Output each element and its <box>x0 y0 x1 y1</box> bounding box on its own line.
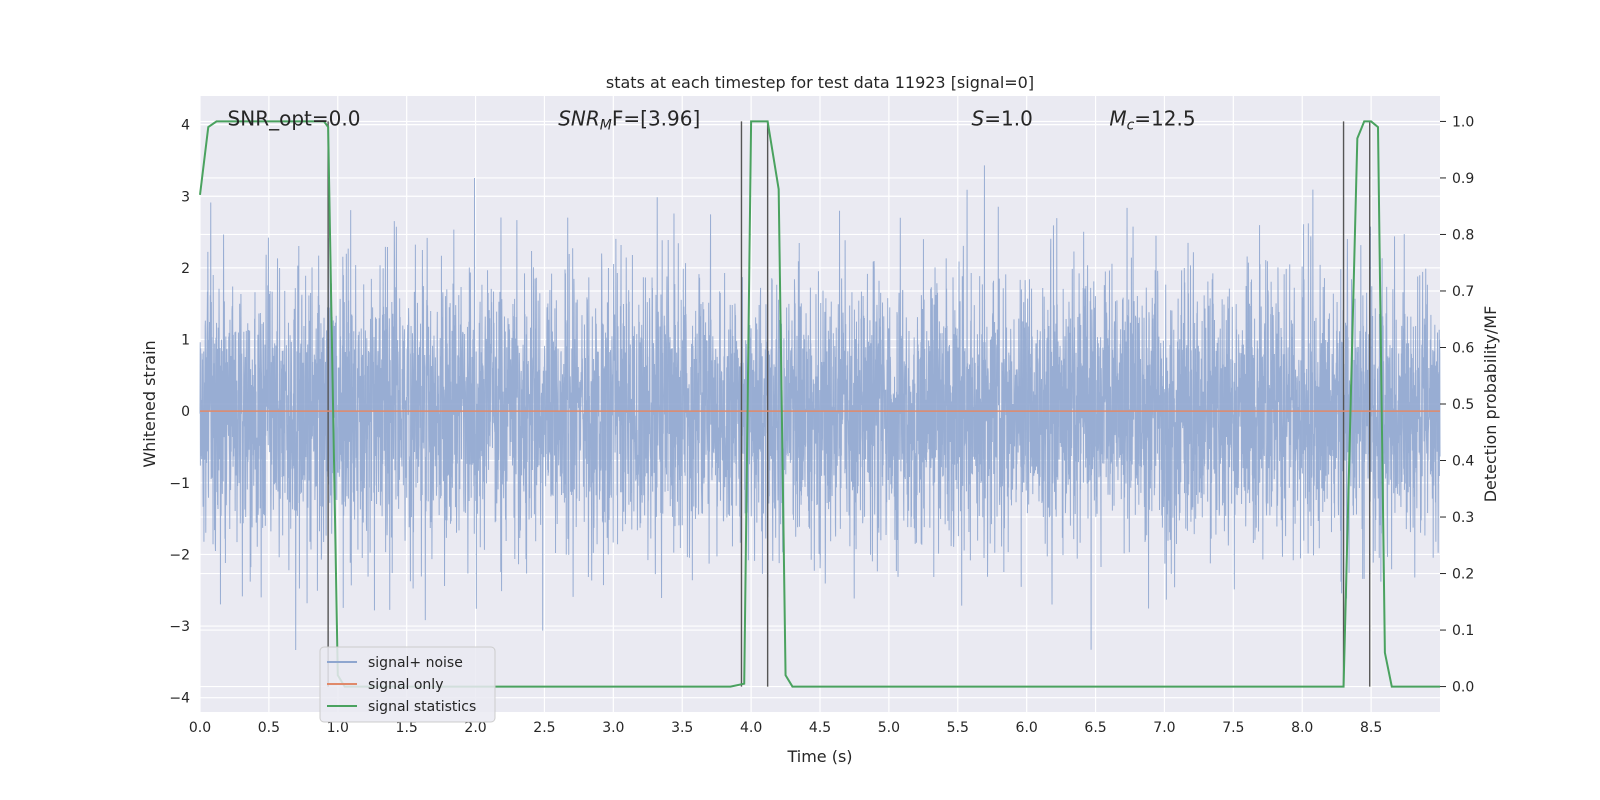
annotation-1: SNRMF=[3.96] <box>558 107 700 134</box>
legend-label-signal-only: signal only <box>368 677 443 693</box>
annotation-0: SNR_opt=0.0 <box>228 107 361 131</box>
annotation-3: Mc=12.5 <box>1109 107 1195 134</box>
y-right-tick-label: 0.7 <box>1452 284 1474 300</box>
y-right-axis-label: Detection probability/MF <box>1481 306 1500 503</box>
x-tick-label: 4.5 <box>809 720 831 736</box>
vertical-markers <box>327 121 1371 687</box>
y-right-tick-label: 0.0 <box>1452 680 1474 696</box>
y-right-tick-label: 1.0 <box>1452 114 1474 130</box>
y-tick-label: 3 <box>181 189 190 205</box>
y-right-tick-label: 0.5 <box>1452 397 1474 413</box>
y-tick-label: −2 <box>169 547 190 563</box>
x-tick-label: 0.0 <box>189 720 211 736</box>
y-right-tick-labels: 1.0 0.9 0.8 0.7 0.6 0.5 0.4 0.3 0.2 0.1 0.0 <box>1440 114 1474 696</box>
x-tick-label: 7.0 <box>1153 720 1175 736</box>
legend-box <box>319 646 496 723</box>
legend-label-signal-statistics: signal statistics <box>368 699 476 715</box>
x-tick-label: 1.5 <box>396 720 418 736</box>
x-tick-label: 6.0 <box>1016 720 1038 736</box>
legend: signal+ noise signal only signal statist… <box>319 646 496 723</box>
y-right-tick-label: 0.8 <box>1452 227 1474 243</box>
x-tick-label: 5.0 <box>878 720 900 736</box>
y-right-tick-label: 0.3 <box>1452 510 1474 526</box>
y-right-tick-label: 0.4 <box>1452 454 1474 470</box>
annotations: SNR_opt=0.0 SNRMF=[3.96] S=1.0 Mc=12.5 <box>228 107 1196 134</box>
chart-title: stats at each timestep for test data 119… <box>606 73 1034 92</box>
x-tick-labels: 0.0 0.5 1.0 1.5 2.0 2.5 3.0 3.5 4.0 4.5 5.0 5.5 6.0 6… <box>189 720 1382 736</box>
x-tick-label: 1.0 <box>327 720 349 736</box>
y-tick-label: 4 <box>181 118 190 134</box>
series-signal-noise <box>199 165 1441 650</box>
y-right-tick-label: 0.9 <box>1452 171 1474 187</box>
series-signal-statistics <box>199 120 1440 688</box>
x-tick-label: 4.0 <box>740 720 762 736</box>
x-tick-label: 2.5 <box>533 720 555 736</box>
y-tick-label: −3 <box>169 619 190 635</box>
legend-label-signal-noise: signal+ noise <box>368 655 463 671</box>
y-right-tick-label: 0.2 <box>1452 567 1474 583</box>
y-tick-label: −4 <box>169 691 190 707</box>
y-tick-labels: 4 3 2 1 0 −1 −2 −3 −4 <box>169 118 190 707</box>
x-tick-label: 6.5 <box>1084 720 1106 736</box>
y-tick-label: 1 <box>181 333 190 349</box>
x-tick-label: 0.5 <box>258 720 280 736</box>
y-tick-label: −1 <box>169 476 190 492</box>
y-tick-label: 2 <box>181 261 190 277</box>
y-tick-label: 0 <box>181 404 190 420</box>
x-tick-label: 3.5 <box>671 720 693 736</box>
y-right-tick-label: 0.1 <box>1452 623 1474 639</box>
y-axis-label: Whitened strain <box>140 340 159 467</box>
annotation-2: S=1.0 <box>972 107 1033 131</box>
x-tick-label: 3.0 <box>602 720 624 736</box>
x-tick-label: 5.5 <box>947 720 969 736</box>
x-tick-label: 8.5 <box>1360 720 1382 736</box>
y-right-tick-label: 0.6 <box>1452 340 1474 356</box>
x-axis-label: Time (s) <box>786 747 852 766</box>
series-lines <box>199 120 1440 688</box>
signal-noise-series <box>199 165 1441 650</box>
x-tick-label: 7.5 <box>1222 720 1244 736</box>
x-tick-label: 2.0 <box>464 720 486 736</box>
x-tick-label: 8.0 <box>1291 720 1313 736</box>
